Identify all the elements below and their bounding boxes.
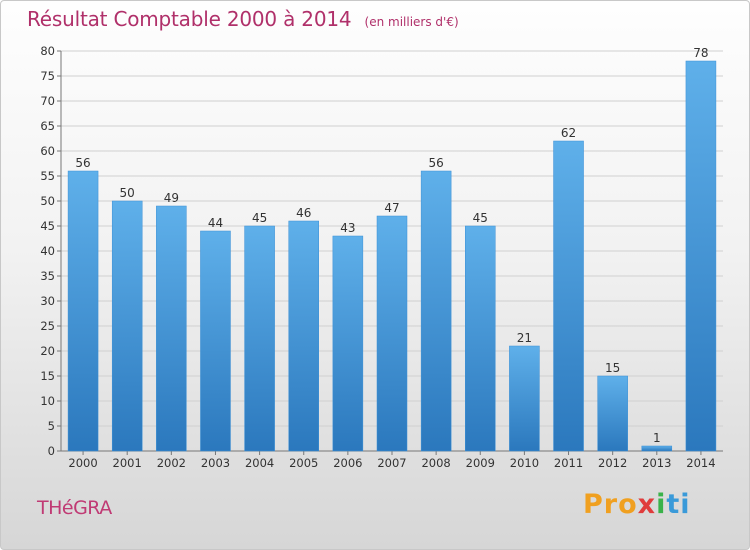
y-tick-label: 35 xyxy=(40,269,55,283)
bar-value-label: 43 xyxy=(340,221,355,235)
y-tick-label: 25 xyxy=(40,319,55,333)
x-tick-label: 2006 xyxy=(333,456,362,470)
bar-value-label: 21 xyxy=(517,331,532,345)
bar xyxy=(420,170,452,452)
bar xyxy=(685,60,717,452)
bar-value-label: 15 xyxy=(605,361,620,375)
bar xyxy=(111,200,143,452)
bar-value-label: 56 xyxy=(75,156,90,170)
bar-value-label: 56 xyxy=(428,156,443,170)
x-tick-label: 2001 xyxy=(113,456,142,470)
bar xyxy=(332,235,364,452)
y-tick-label: 45 xyxy=(40,219,55,233)
bar xyxy=(200,230,231,452)
y-tick-label: 55 xyxy=(40,169,55,183)
x-tick-label: 2005 xyxy=(289,456,318,470)
bar xyxy=(465,225,496,452)
bar-value-label: 46 xyxy=(296,206,311,220)
commune-name: THéGRA xyxy=(37,497,112,519)
x-tick-label: 2011 xyxy=(554,456,583,470)
bar-value-label: 50 xyxy=(120,186,135,200)
logo-part-4: ti xyxy=(666,489,691,520)
x-tick-label: 2002 xyxy=(157,456,186,470)
y-tick-label: 65 xyxy=(40,119,55,133)
y-tick-label: 80 xyxy=(40,44,55,58)
bar xyxy=(376,215,408,452)
logo-part-1: Pro xyxy=(583,489,638,520)
bar-value-label: 78 xyxy=(693,46,708,60)
y-tick-label: 50 xyxy=(40,194,55,208)
y-tick-label: 5 xyxy=(48,419,55,433)
bar-value-label: 62 xyxy=(561,126,576,140)
x-tick-label: 2008 xyxy=(421,456,450,470)
x-tick-label: 2012 xyxy=(598,456,627,470)
y-tick-label: 40 xyxy=(40,244,55,258)
x-tick-label: 2007 xyxy=(377,456,406,470)
proxiti-logo: Proxiti xyxy=(583,489,691,520)
bar xyxy=(597,375,628,452)
bar-value-label: 45 xyxy=(473,211,488,225)
bar xyxy=(156,205,187,452)
chart-title: Résultat Comptable 2000 à 2014 xyxy=(27,7,352,31)
y-tick-label: 30 xyxy=(40,294,55,308)
bar xyxy=(244,225,275,452)
x-tick-label: 2000 xyxy=(68,456,97,470)
x-tick-label: 2014 xyxy=(686,456,715,470)
y-tick-label: 0 xyxy=(48,444,55,458)
bars xyxy=(67,60,717,452)
y-tick-label: 10 xyxy=(40,394,55,408)
logo-part-3: i xyxy=(656,489,667,520)
data-labels: 56 50 49 44 45 46 43 47 56 45 21 62 15 1 78 xyxy=(75,46,708,445)
bar-value-label: 49 xyxy=(164,191,179,205)
x-tick-label: 2004 xyxy=(245,456,274,470)
bar xyxy=(509,345,540,452)
bar xyxy=(288,220,319,452)
x-tick-labels: 2000 2001 2002 2003 2004 2005 2006 2007 2008 2009… xyxy=(68,456,715,470)
x-tick-label: 2009 xyxy=(466,456,495,470)
y-tick-label: 20 xyxy=(40,344,55,358)
y-tick-labels: 0 5 10 15 20 25 30 35 40 45 50 55 60 65 70 75 80 xyxy=(40,44,55,458)
bar xyxy=(553,140,584,452)
y-tick-label: 70 xyxy=(40,94,55,108)
y-tick-label: 15 xyxy=(40,369,55,383)
bar-value-label: 45 xyxy=(252,211,267,225)
x-tick-label: 2003 xyxy=(201,456,230,470)
bar xyxy=(641,445,673,452)
chart-title-row: Résultat Comptable 2000 à 2014 (en milli… xyxy=(27,7,459,31)
logo-part-2: x xyxy=(637,489,657,520)
x-tick-label: 2013 xyxy=(642,456,671,470)
bar-value-label: 44 xyxy=(208,216,223,230)
chart-subtitle: (en milliers d'€) xyxy=(364,15,459,29)
x-tick-label: 2010 xyxy=(510,456,539,470)
y-tick-label: 75 xyxy=(40,69,55,83)
bar-value-label: 1 xyxy=(653,431,661,445)
bar-value-label: 47 xyxy=(384,201,399,215)
y-tick-label: 60 xyxy=(40,144,55,158)
bar xyxy=(67,170,99,452)
